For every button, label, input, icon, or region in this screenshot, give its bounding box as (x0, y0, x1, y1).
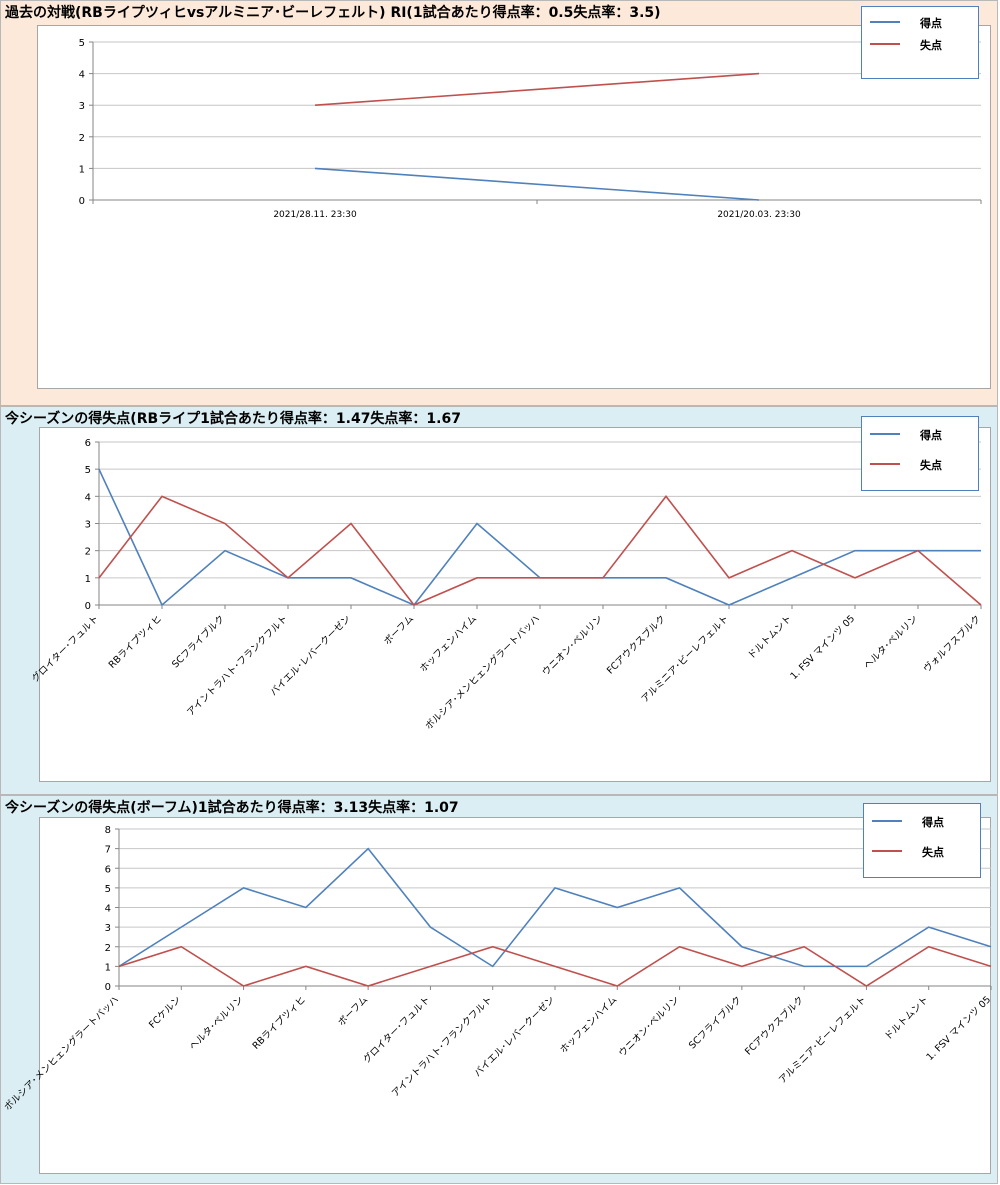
x-tick-label: ホッフェンハイム (558, 994, 619, 1055)
x-tick-label: グロイター･フュルト (361, 994, 433, 1066)
x-tick-label: ボルシア･メンヒェングラートバッハ (423, 613, 542, 732)
y-tick-label: 0 (105, 982, 111, 993)
y-tick-label: 2 (79, 133, 85, 144)
x-tick-label: ヴォルフスブルク (921, 613, 983, 675)
y-tick-label: 7 (105, 845, 111, 856)
series-line-goals (315, 168, 759, 200)
legend-swatch-goals (870, 433, 900, 435)
head-to-head-chart: 0 1 2 3 4 5 2021/28.11. 23:30 2021/20.03. 23:30 (1, 1, 999, 407)
y-tick-label: 5 (79, 38, 85, 49)
y-tick-label: 0 (79, 196, 85, 207)
x-tick-label: ヘルタ･ベルリン (862, 613, 920, 671)
x-tick-label: 2021/28.11. 23:30 (273, 210, 357, 220)
y-tick-label: 3 (85, 520, 91, 531)
legend-swatch-conceded (870, 43, 900, 45)
legend-item-conceded: 失点 (872, 844, 982, 858)
y-tick-label: 5 (85, 465, 91, 476)
legend-label-goals: 得点 (920, 427, 942, 443)
y-tick-label: 4 (105, 904, 111, 915)
series-line-goals (99, 469, 981, 605)
chart-legend: 得点 失点 (863, 803, 981, 878)
x-tick-label: 1. FSV マインツ 05 (788, 613, 857, 682)
legend-label-goals: 得点 (922, 814, 944, 830)
x-tick-label: ウニオン･ベルリン (540, 613, 605, 678)
y-tick-label: 1 (85, 574, 91, 585)
y-tick-label: 8 (105, 825, 111, 836)
x-tick-label: 2021/20.03. 23:30 (717, 210, 801, 220)
series-line-conceded (315, 74, 759, 106)
x-tick-label: ドルトムント (883, 994, 931, 1042)
x-tick-label: FCアウクスブルク (742, 994, 806, 1058)
legend-label-conceded: 失点 (920, 37, 942, 53)
panel-head-to-head: 過去の対戦(RBライプツィヒvsアルミニア･ビーレフェルト) RI(1試合あたり… (0, 0, 998, 406)
y-tick-label: 6 (85, 438, 91, 449)
y-tick-label: 1 (105, 962, 111, 973)
x-tick-label: ボーフム (382, 613, 416, 647)
x-tick-label: ヘルタ･ベルリン (188, 994, 246, 1052)
legend-item-goals: 得点 (870, 427, 980, 441)
x-tick-label: SCフライブルク (169, 613, 227, 671)
y-tick-label: 3 (105, 923, 111, 934)
chart-legend: 得点 失点 (861, 416, 979, 491)
legend-swatch-conceded (872, 850, 902, 852)
legend-item-conceded: 失点 (870, 37, 980, 51)
chart-legend: 得点 失点 (861, 6, 979, 79)
x-tick-label: ウニオン･ベルリン (617, 994, 682, 1059)
x-tick-label: アイントラハト･フランクフルト (185, 613, 290, 718)
y-tick-label: 2 (85, 547, 91, 558)
x-tick-label: ドルトムント (746, 613, 794, 661)
legend-swatch-goals (872, 820, 902, 822)
y-tick-label: 5 (105, 884, 111, 895)
legend-swatch-goals (870, 21, 900, 23)
legend-item-goals: 得点 (870, 15, 980, 29)
x-tick-label: RBライプツィヒ (107, 613, 164, 670)
y-tick-label: 0 (85, 601, 91, 612)
y-tick-label: 2 (105, 943, 111, 954)
legend-item-goals: 得点 (872, 814, 982, 828)
x-tick-label: 1. FSV マインツ 05 (924, 994, 993, 1063)
legend-item-conceded: 失点 (870, 457, 980, 471)
y-tick-label: 4 (85, 492, 91, 503)
x-tick-label: ボルシア･メンヒェングラートバッハ (2, 994, 121, 1113)
legend-label-goals: 得点 (920, 15, 942, 31)
legend-label-conceded: 失点 (922, 844, 944, 860)
x-tick-label: SCフライブルク (686, 994, 744, 1052)
y-tick-label: 3 (79, 101, 85, 112)
x-tick-label: FCアウクスブルク (604, 613, 668, 677)
y-tick-label: 1 (79, 164, 85, 175)
y-tick-label: 6 (105, 864, 111, 875)
x-tick-label: グロイター･フュルト (29, 613, 101, 685)
x-tick-label: RBライプツィヒ (251, 994, 308, 1051)
x-tick-label: FCケルン (147, 994, 183, 1030)
legend-label-conceded: 失点 (920, 457, 942, 473)
y-tick-label: 4 (79, 70, 85, 81)
x-tick-label: アイントラハト･フランクフルト (390, 994, 495, 1099)
x-tick-label: ボーフム (336, 994, 370, 1028)
x-tick-label: ホッフェンハイム (418, 613, 479, 674)
legend-swatch-conceded (870, 463, 900, 465)
